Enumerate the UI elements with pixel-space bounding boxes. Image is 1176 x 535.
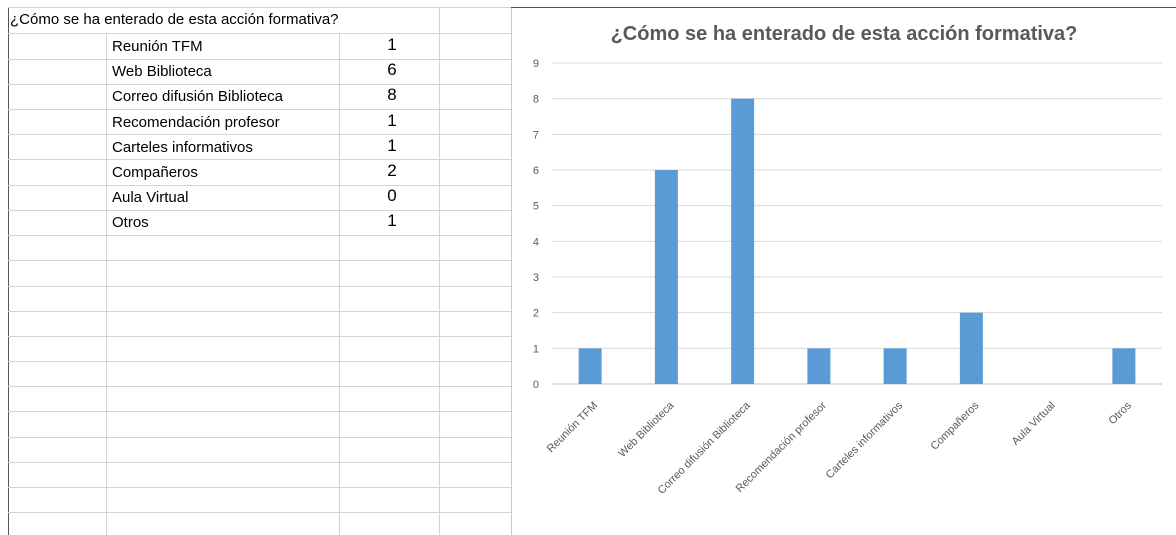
y-tick-label: 2 (533, 308, 539, 320)
y-axis-ticks: 0 1 2 3 4 5 6 7 8 9 (533, 58, 539, 391)
chart-gridlines (552, 62, 1162, 385)
response-count-cell[interactable]: 1 (387, 35, 397, 54)
row-gridline (8, 336, 511, 337)
column-gridline (339, 33, 340, 535)
row-gridline (8, 386, 511, 387)
x-category-label: Otros (1106, 399, 1134, 427)
response-label-cell[interactable]: Otros (112, 214, 149, 232)
row-gridline (8, 286, 511, 287)
row-gridline (8, 512, 511, 513)
chart-bars (578, 98, 1136, 385)
response-count-cell[interactable]: 1 (387, 211, 397, 231)
response-label-cell[interactable]: Web Biblioteca (112, 63, 212, 81)
response-label-cell[interactable]: Correo difusión Biblioteca (112, 88, 283, 106)
bar (1112, 348, 1136, 384)
chart-canvas: ¿Cómo se ha enterado de esta acción form… (533, 23, 1162, 497)
row-gridline (8, 361, 511, 362)
row-gridline (8, 437, 511, 438)
y-tick-label: 9 (533, 58, 539, 70)
response-count-cell[interactable]: 0 (387, 186, 397, 206)
response-label-cell[interactable]: Recomendación profesor (112, 113, 280, 131)
x-category-label: Reunión TFM (545, 400, 600, 455)
y-tick-label: 3 (533, 272, 539, 284)
response-count-cell[interactable]: 2 (387, 161, 397, 180)
x-category-label: Compañeros (928, 399, 981, 452)
row-gridline (8, 7, 511, 8)
row-gridline (8, 84, 511, 85)
x-category-label: Carteles informativos (824, 399, 906, 481)
row-gridline (8, 311, 511, 312)
column-gridline (439, 7, 440, 535)
response-count-cell[interactable]: 8 (387, 85, 397, 105)
y-tick-label: 8 (533, 94, 539, 106)
x-category-label: Recomendación profesor (734, 399, 830, 495)
x-category-label: Aula Virtual (1010, 400, 1058, 448)
row-gridline (8, 411, 511, 412)
bar (883, 348, 907, 384)
bar (578, 348, 602, 384)
bar (731, 98, 755, 385)
response-count-cell[interactable]: 1 (387, 110, 397, 130)
row-gridline (8, 210, 511, 211)
bar (959, 312, 983, 384)
response-label-cell[interactable]: Aula Virtual (112, 189, 189, 207)
row-gridline (8, 462, 511, 463)
y-tick-label: 5 (533, 201, 539, 213)
sheet-top-border (8, 7, 1176, 8)
y-tick-label: 4 (533, 236, 539, 248)
row-gridline (8, 134, 511, 135)
y-tick-label: 7 (533, 129, 539, 141)
row-gridline (8, 159, 511, 160)
row-gridline (8, 109, 511, 110)
row-gridline (8, 185, 511, 186)
row-gridline (8, 260, 511, 261)
row-gridline (8, 487, 511, 488)
column-gridline (106, 33, 107, 535)
response-label-cell[interactable]: Compañeros (112, 164, 198, 181)
x-category-label: Web Biblioteca (616, 399, 677, 460)
response-count-cell[interactable]: 1 (387, 135, 397, 155)
bar-chart: ¿Cómo se ha enterado de esta acción form… (511, 8, 1176, 535)
y-tick-label: 1 (533, 343, 539, 355)
row-gridline (8, 33, 511, 34)
bar (807, 348, 831, 384)
sheet-left-border (8, 7, 9, 535)
question-cell[interactable]: ¿Cómo se ha enterado de esta acción form… (10, 11, 339, 28)
response-label-cell[interactable]: Carteles informativos (112, 138, 253, 156)
chart-title: ¿Cómo se ha enterado de esta acción form… (611, 23, 1078, 45)
bar (654, 170, 678, 384)
row-gridline (8, 235, 511, 236)
response-count-cell[interactable]: 6 (387, 60, 397, 80)
row-gridline (8, 59, 511, 60)
y-tick-label: 0 (533, 379, 539, 391)
response-label-cell[interactable]: Reunión TFM (112, 38, 203, 55)
y-tick-label: 6 (533, 165, 539, 177)
